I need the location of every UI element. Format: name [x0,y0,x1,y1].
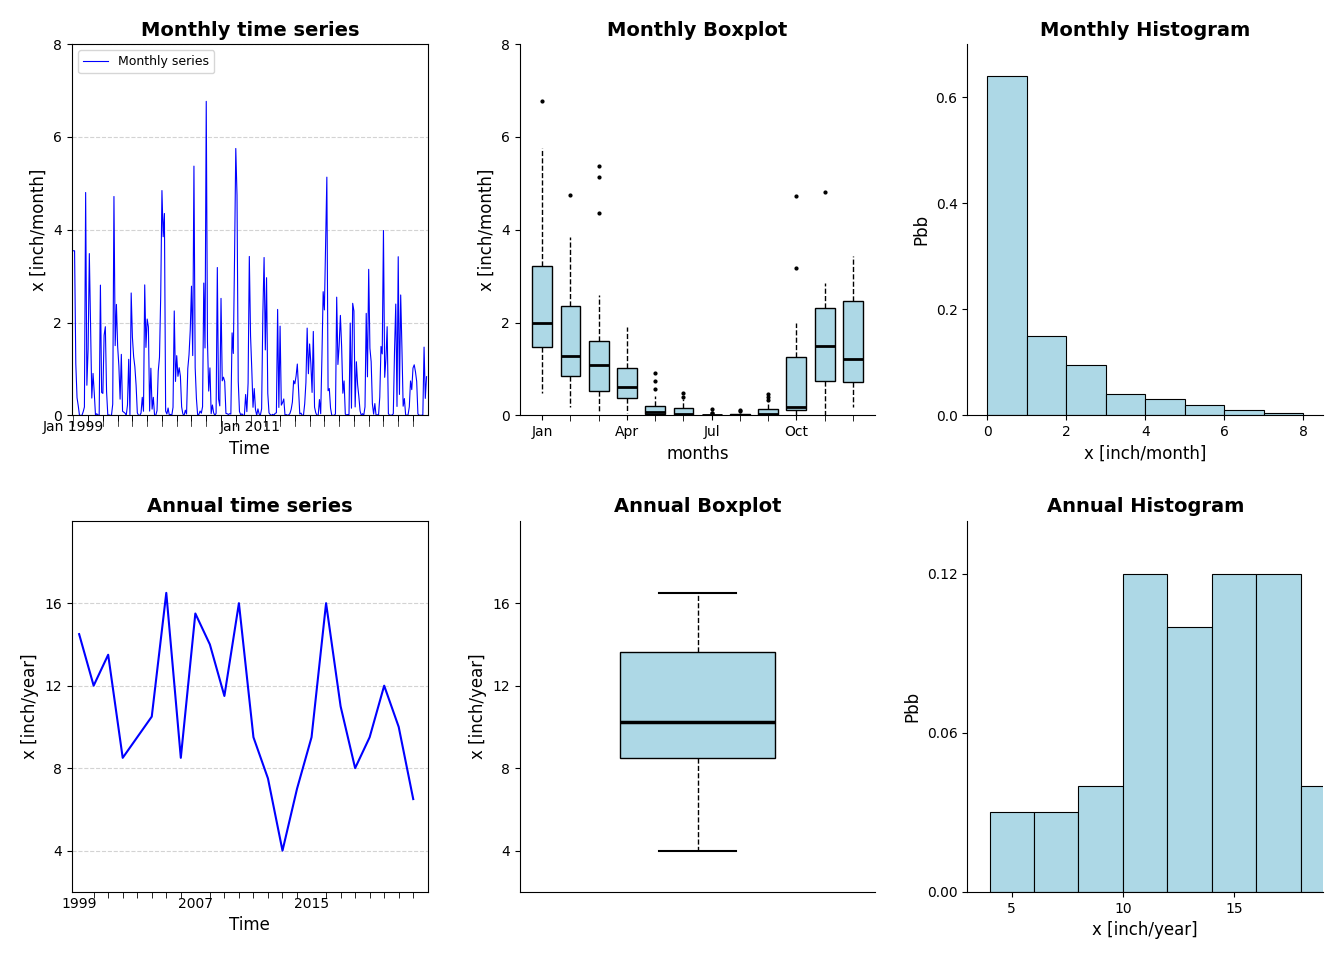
Title: Monthly Boxplot: Monthly Boxplot [607,21,788,39]
Bar [1185,405,1224,416]
Monthly series [198,96,214,108]
Y-axis label: x [inch/year]: x [inch/year] [22,654,39,759]
Bar [1078,786,1124,892]
Y-axis label: Pbb: Pbb [903,691,921,722]
Y-axis label: x [inch/month]: x [inch/month] [30,169,47,291]
PathPatch shape [617,368,637,397]
X-axis label: x [inch/month]: x [inch/month] [1085,444,1207,463]
Monthly series [379,321,395,332]
PathPatch shape [560,306,581,376]
Y-axis label: x [inch/year]: x [inch/year] [469,654,487,759]
PathPatch shape [620,652,775,757]
Monthly series [66,245,82,256]
Line: Monthly series: Monthly series [74,102,426,416]
Monthly series [97,321,113,332]
Title: Annual Histogram: Annual Histogram [1047,497,1245,516]
Bar [1257,574,1301,892]
Bar [1212,574,1257,892]
Monthly series [390,251,406,262]
Monthly series [71,410,87,421]
Monthly series [364,398,380,410]
Bar [1034,812,1078,892]
Bar [1301,786,1344,892]
Title: Annual time series: Annual time series [146,497,352,516]
Bar [1145,399,1185,416]
Legend: Monthly series: Monthly series [78,51,214,73]
Monthly series [371,410,387,421]
Title: Annual Boxplot: Annual Boxplot [614,497,781,516]
PathPatch shape [532,266,552,347]
PathPatch shape [758,409,778,415]
X-axis label: months: months [667,444,728,463]
Bar [1224,410,1263,416]
Y-axis label: Pbb: Pbb [913,214,930,246]
X-axis label: x [inch/year]: x [inch/year] [1093,922,1198,939]
PathPatch shape [645,406,665,414]
Monthly series [418,371,434,382]
Title: Monthly Histogram: Monthly Histogram [1040,21,1250,39]
Monthly series [246,383,262,395]
X-axis label: Time: Time [230,440,270,458]
Bar [1066,365,1106,416]
PathPatch shape [673,408,694,415]
Title: Monthly time series: Monthly time series [141,21,359,39]
PathPatch shape [730,414,750,416]
PathPatch shape [843,301,863,382]
Bar [1168,627,1212,892]
Bar [1106,395,1145,416]
Bar [989,812,1034,892]
Bar [1263,413,1304,416]
Bar [1124,574,1168,892]
Bar [1027,336,1066,416]
Y-axis label: x [inch/month]: x [inch/month] [477,169,496,291]
PathPatch shape [786,357,806,410]
Bar [986,76,1027,416]
PathPatch shape [589,342,609,392]
X-axis label: Time: Time [230,916,270,934]
PathPatch shape [814,308,835,381]
